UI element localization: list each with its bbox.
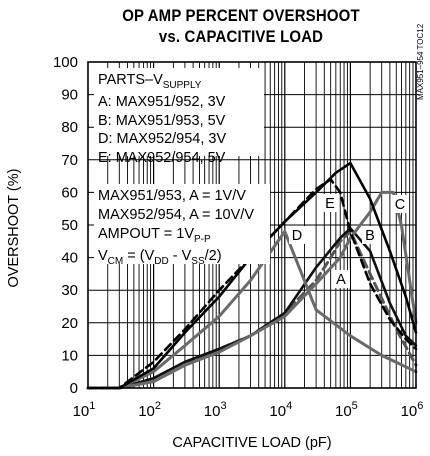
- curve-label-bg: [362, 226, 379, 244]
- y-tick-label: 40: [61, 250, 78, 267]
- curve-label-b: B: [365, 228, 375, 244]
- condition-1: MAX951/953, A = 1V/V: [98, 188, 246, 204]
- y-tick-label: 30: [61, 282, 78, 299]
- condition-2: MAX952/954, A = 10V/V: [98, 207, 254, 223]
- y-tick-label: 80: [61, 119, 78, 136]
- y-tick-label: 60: [61, 184, 78, 201]
- y-tick-label: 10: [61, 347, 78, 364]
- legend-entry-e: E: MAX952/954, 5V: [98, 150, 226, 166]
- chart-title-line1: OP AMP PERCENT OVERSHOOT: [122, 6, 360, 25]
- series-line-unlabeled: [86, 161, 418, 390]
- x-tick-label: 103: [204, 400, 227, 420]
- curve-label-e: E: [325, 196, 335, 212]
- plot-border: [87, 61, 417, 389]
- legend-entry-b: B: MAX951/953, 5V: [98, 113, 226, 129]
- tick-labels: 0 10 20 30 40 50 60 70 80 90 100 101 102 103 104 105 106: [53, 54, 423, 420]
- x-axis-label: CAPACITIVE LOAD (pF): [172, 435, 331, 451]
- x-tick-label: 105: [335, 400, 358, 420]
- legend-entry-d: D: MAX952/954, 3V: [98, 131, 226, 147]
- curve-label-bg: [333, 270, 350, 288]
- curve-label-c: C: [395, 197, 405, 213]
- curve-label-bg: [322, 194, 339, 212]
- figure-code: MAX951–954 TOC12: [416, 23, 425, 100]
- x-tick-label: 106: [401, 400, 424, 420]
- legend: PARTS–VSUPPLY A: MAX951/952, 3V B: MAX95…: [94, 68, 264, 166]
- condition-3: AMPOUT = 1VP-P: [98, 226, 211, 245]
- curve-label-d: D: [292, 228, 302, 244]
- curve-labels: A B C D E: [289, 194, 409, 288]
- y-tick-label: 50: [61, 217, 78, 234]
- series-line-c: [86, 190, 418, 390]
- curve-label-bg: [289, 226, 306, 244]
- series-group: [86, 161, 418, 390]
- plot-frame: [87, 61, 417, 389]
- x-tick-label: 101: [73, 400, 96, 420]
- legend-entry-a: A: MAX951/952, 3V: [98, 94, 226, 110]
- x-tick-label: 104: [269, 400, 292, 420]
- y-tick-label: 70: [61, 152, 78, 169]
- y-tick-label: 20: [61, 315, 78, 332]
- chart-title-line2: vs. CAPACITIVE LOAD: [158, 27, 324, 46]
- test-conditions: MAX951/953, A = 1V/V MAX952/954, A = 10V…: [94, 184, 270, 267]
- y-axis-label: OVERSHOOT (%): [6, 169, 22, 288]
- y-tick-label: 100: [53, 54, 78, 71]
- series-line-e: [86, 178, 418, 390]
- y-tick-label: 0: [70, 380, 78, 397]
- x-tick-label: 102: [138, 400, 161, 420]
- series-line-d: [86, 230, 418, 390]
- curve-label-a: A: [336, 272, 346, 288]
- condition-4: VCM = (VDD - VSS/2): [98, 248, 222, 267]
- curve-label-bg: [392, 195, 409, 213]
- legend-header: PARTS–VSUPPLY: [98, 72, 202, 91]
- series-line-b: [86, 227, 418, 390]
- y-tick-label: 90: [61, 87, 78, 104]
